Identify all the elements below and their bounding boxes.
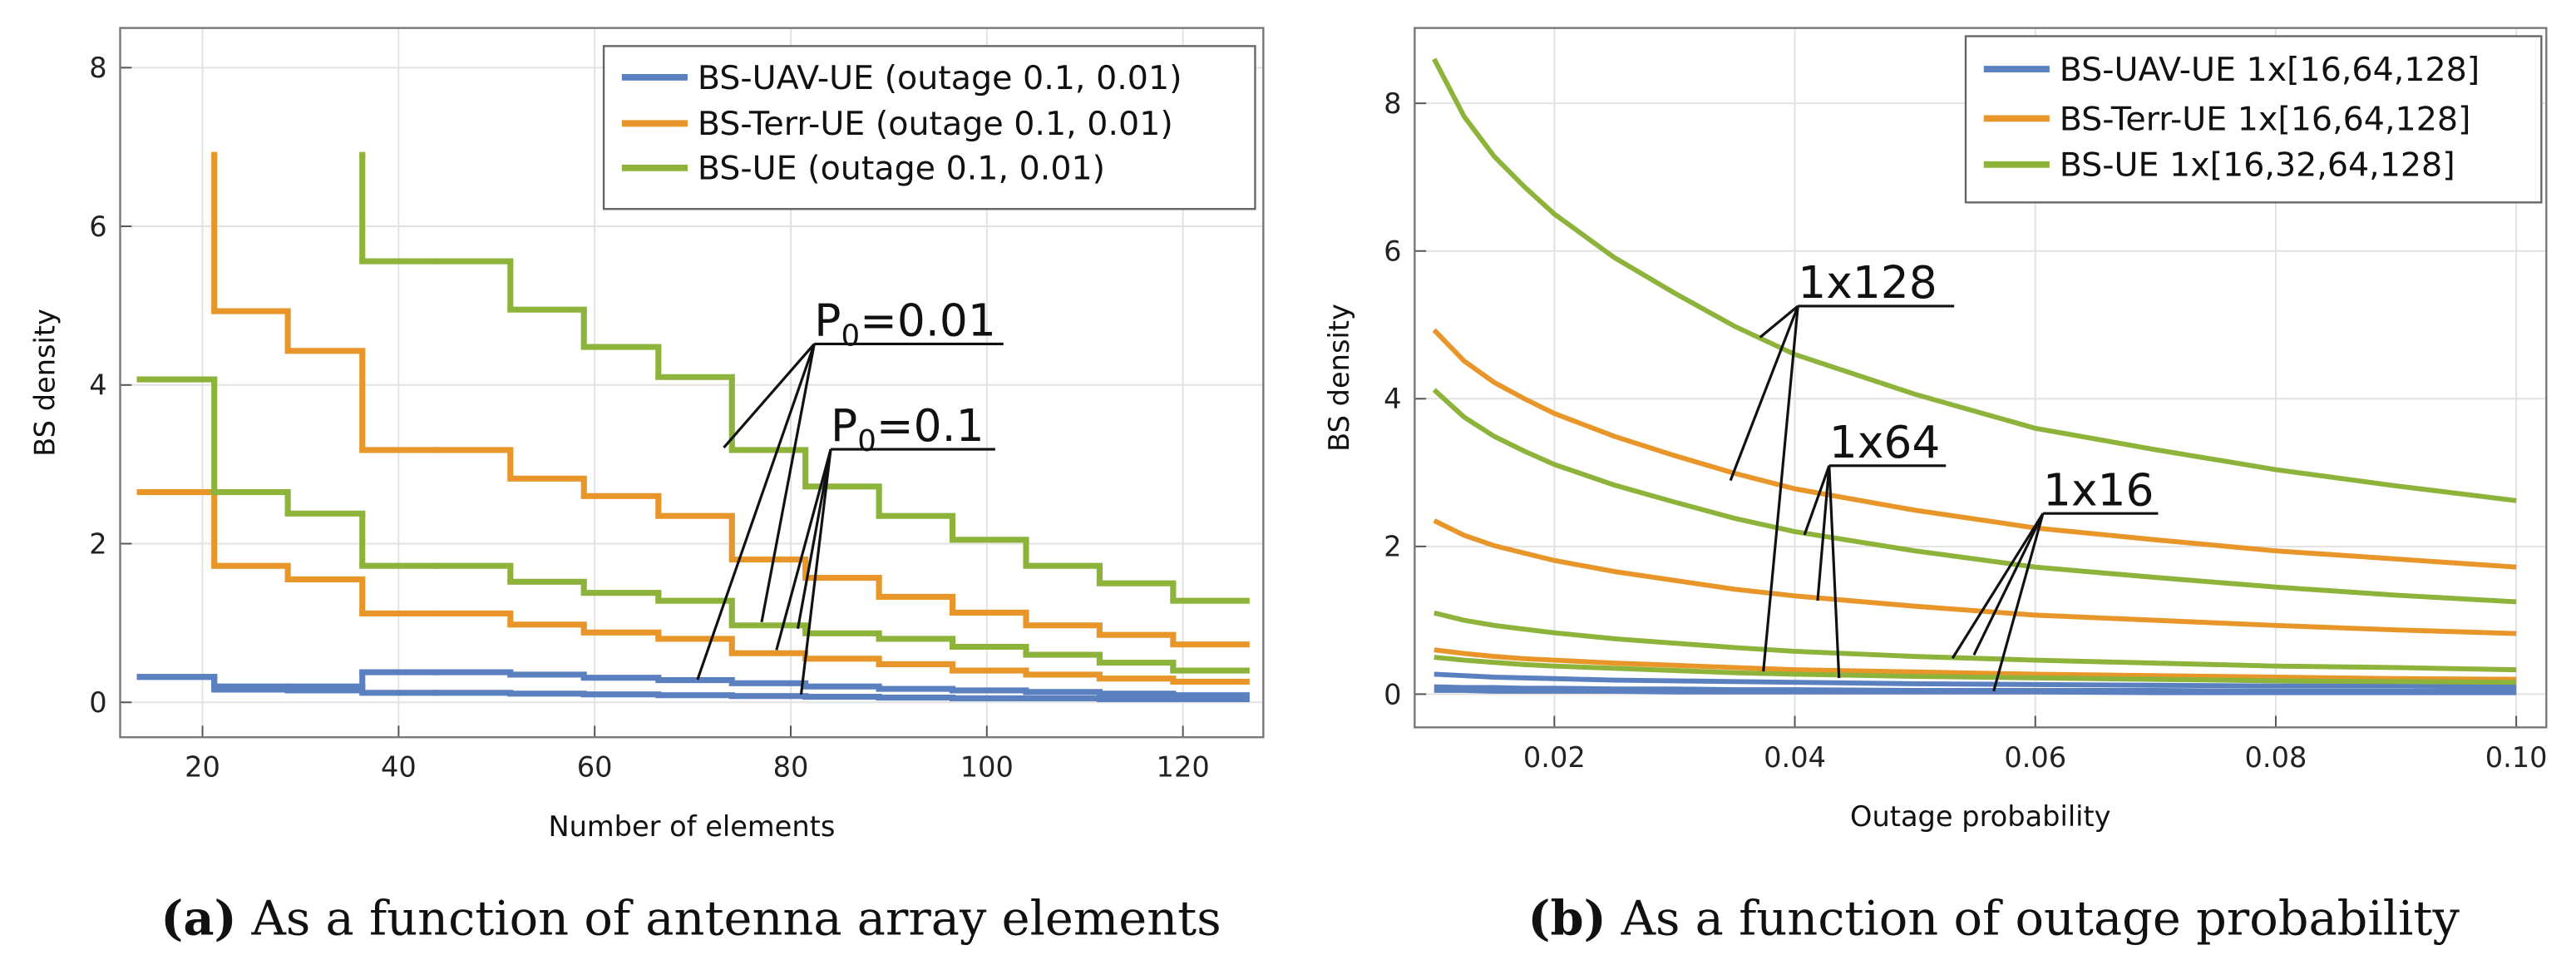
x-axis-title: Outage probability [1850,800,2111,833]
annotation: P0=0.1 [831,399,985,458]
curve [1434,671,2517,690]
annotation-pointer [696,343,816,680]
legend-box [602,45,1256,210]
curve [1432,328,2517,570]
annotation-pointer [723,343,816,449]
x-tick-label: 0.10 [2485,741,2548,774]
x-tick-label: 0.04 [1764,741,1826,774]
x-tick-label: 20 [185,751,220,784]
caption: (a) As a function of antenna array elemen… [160,890,1221,947]
annotation-pointer [1972,512,2045,656]
caption-text: As a function of outage probability [1621,891,2460,947]
legend-box [1964,35,2543,204]
curve [1432,388,2517,605]
y-tick-label: 2 [1384,531,1401,563]
x-tick-label: 60 [577,751,613,784]
caption: (b) As a function of outage probability [1527,890,2460,947]
x-axis-title: Number of elements [548,810,835,843]
annotation: P0=0.01 [814,294,996,354]
annotation-pointer [1803,465,1831,536]
annotation-pointer [760,344,816,623]
caption-label: (b) [1527,890,1606,947]
x-tick-label: 0.02 [1523,741,1586,774]
annotation-text: P [814,294,841,347]
annotation-pointer [1951,512,2045,660]
annotation-subscript: 0 [857,424,876,458]
x-tick-label: 0.06 [2004,741,2066,774]
annotation: 1x16 [2043,463,2154,516]
y-axis-title: BS density [1323,304,1355,452]
plot-frame [1414,27,2548,729]
annotation-pointer [775,448,832,651]
legend-label: BS-Terr-UE 1x[16,64,128] [2060,100,2471,138]
annotation-pointer [1759,304,1799,339]
caption-text: As a function of antenna array elements [250,891,1221,947]
annotation: 1x64 [1829,416,1941,468]
curve [1433,518,2517,636]
x-tick-label: 40 [381,751,417,784]
caption-label: (a) [160,890,236,947]
legend-label: BS-Terr-UE (outage 0.1, 0.01) [698,105,1173,143]
annotation-text: 1x128 [1798,256,1937,309]
legend-label: BS-UAV-UE (outage 0.1, 0.01) [698,59,1182,97]
annotation: 1x128 [1798,256,1937,309]
annotation-pointer [796,448,832,629]
legend-label: BS-UAV-UE 1x[16,64,128] [2060,51,2480,89]
y-tick-label: 8 [89,52,106,84]
annotation-pointer [1828,465,1841,679]
legend-label: BS-UE (outage 0.1, 0.01) [698,150,1105,188]
annotation-pointer [799,448,832,695]
panel: 20 40 60 80 100 120 0 2 4 6 8 Number of elements BS … [28,27,1265,947]
annotation-subscript: 0 [841,319,861,353]
annotation-pointer [1992,512,2045,692]
y-tick-label: 4 [89,369,106,402]
curve [1434,610,2517,673]
annotation-text: P [831,399,857,452]
legend-label: BS-UE 1x[16,32,64,128] [2060,146,2455,185]
annotation-text: 1x16 [2043,463,2154,516]
y-tick-label: 8 [1384,87,1401,120]
curve [1434,655,2517,685]
annotation-suffix: =0.01 [860,294,996,347]
annotation-text: 1x64 [1829,416,1941,468]
x-tick-label: 80 [773,751,809,784]
plot-frame [119,27,1265,739]
curve [1434,687,2517,695]
curve [1432,57,2517,503]
curve [1434,647,2517,682]
y-tick-label: 4 [1384,383,1401,415]
annotation-pointer [1729,305,1799,482]
y-tick-label: 2 [89,527,106,560]
y-axis-title: BS density [28,309,61,457]
y-tick-label: 6 [1384,235,1401,268]
y-tick-label: 0 [89,686,106,719]
x-tick-label: 0.08 [2245,741,2307,774]
y-tick-label: 6 [89,210,106,243]
annotation-pointer [1816,465,1831,601]
panel: 0.02 0.04 0.06 0.08 0.10 0 2 4 6 8 Outage probabil… [1323,27,2548,947]
y-tick-label: 0 [1384,678,1401,710]
x-tick-label: 100 [960,751,1014,784]
x-tick-label: 120 [1157,751,1210,784]
annotation-pointer [1762,305,1799,672]
annotation-suffix: =0.1 [876,399,985,452]
